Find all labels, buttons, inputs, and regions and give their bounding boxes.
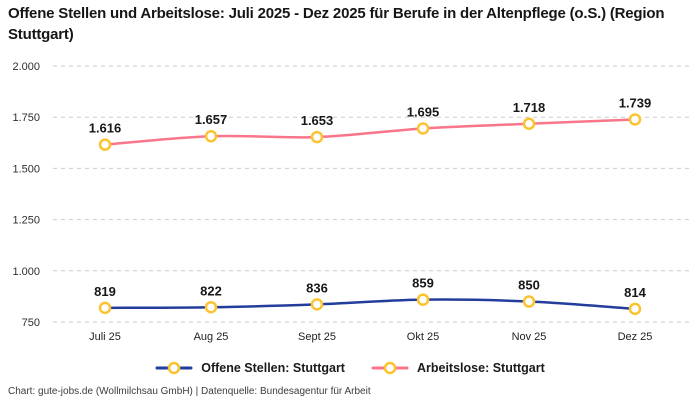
x-tick-label: Sept 25 [298, 331, 336, 343]
x-tick-label: Juli 25 [89, 331, 121, 343]
data-point-marker [310, 298, 324, 311]
data-point-marker [628, 113, 642, 126]
legend-item-arbeitslose[interactable]: Arbeitslose: Stuttgart [371, 361, 545, 375]
legend-line-marker-icon [371, 361, 409, 375]
data-point-marker [416, 122, 430, 135]
data-point-label: 814 [624, 285, 646, 300]
data-point-label: 859 [412, 276, 434, 291]
data-point-label: 1.657 [195, 112, 228, 127]
data-point-marker [628, 302, 642, 316]
chart-footer: Chart: gute-jobs.de (Wollmilchsau GmbH) … [8, 386, 371, 397]
y-tick-label: 1.500 [12, 163, 40, 175]
data-point-marker [310, 130, 324, 144]
y-tick-label: 750 [22, 317, 40, 329]
legend-item-offene-stellen[interactable]: Offene Stellen: Stuttgart [155, 361, 345, 375]
series-offene-stellen: 819 822 836 859 850 814 [94, 276, 647, 316]
legend: Offene Stellen: Stuttgart Arbeitslose: S… [0, 357, 700, 379]
data-point-label: 1.695 [407, 104, 440, 119]
data-point-marker [204, 129, 218, 143]
data-point-marker [98, 138, 112, 151]
data-point-marker [522, 117, 536, 131]
x-tick-label: Okt 25 [407, 331, 439, 343]
series-arbeitslose: 1.616 1.657 1.653 1.695 1.718 1.739 [89, 95, 652, 151]
data-point-label: 1.739 [619, 95, 652, 110]
data-point-label: 1.653 [301, 113, 334, 128]
y-tick-label: 1.250 [12, 215, 40, 227]
data-point-label: 1.718 [513, 100, 546, 115]
data-point-marker [98, 301, 112, 315]
y-gridlines: 2.000 1.750 1.500 1.250 1.000 750 [12, 61, 692, 329]
x-tick-label: Dez 25 [618, 331, 653, 343]
y-tick-label: 2.000 [12, 61, 40, 73]
data-point-label: 850 [518, 278, 540, 293]
x-tick-label: Nov 25 [512, 331, 547, 343]
y-tick-label: 1.000 [12, 266, 40, 278]
data-point-label: 822 [200, 283, 222, 298]
series-line [103, 118, 637, 146]
chart-title: Offene Stellen und Arbeitslose: Juli 202… [8, 5, 665, 43]
data-point-label: 1.616 [89, 121, 122, 136]
x-tick-label: Aug 25 [194, 331, 229, 343]
data-point-marker [416, 293, 430, 306]
legend-label-arbeitslose: Arbeitslose: Stuttgart [416, 361, 545, 375]
data-point-marker [204, 301, 218, 314]
series-line [103, 298, 637, 311]
legend-line-marker-icon [155, 361, 193, 375]
data-point-label: 819 [94, 284, 116, 299]
legend-label-offene-stellen: Offene Stellen: Stuttgart [201, 361, 345, 375]
x-axis-labels: Juli 25 Aug 25 Sept 25 Okt 25 Nov 25 Dez 25 [89, 331, 652, 343]
data-point-marker [522, 295, 536, 308]
data-point-label: 836 [306, 280, 328, 295]
y-tick-label: 1.750 [12, 112, 40, 124]
